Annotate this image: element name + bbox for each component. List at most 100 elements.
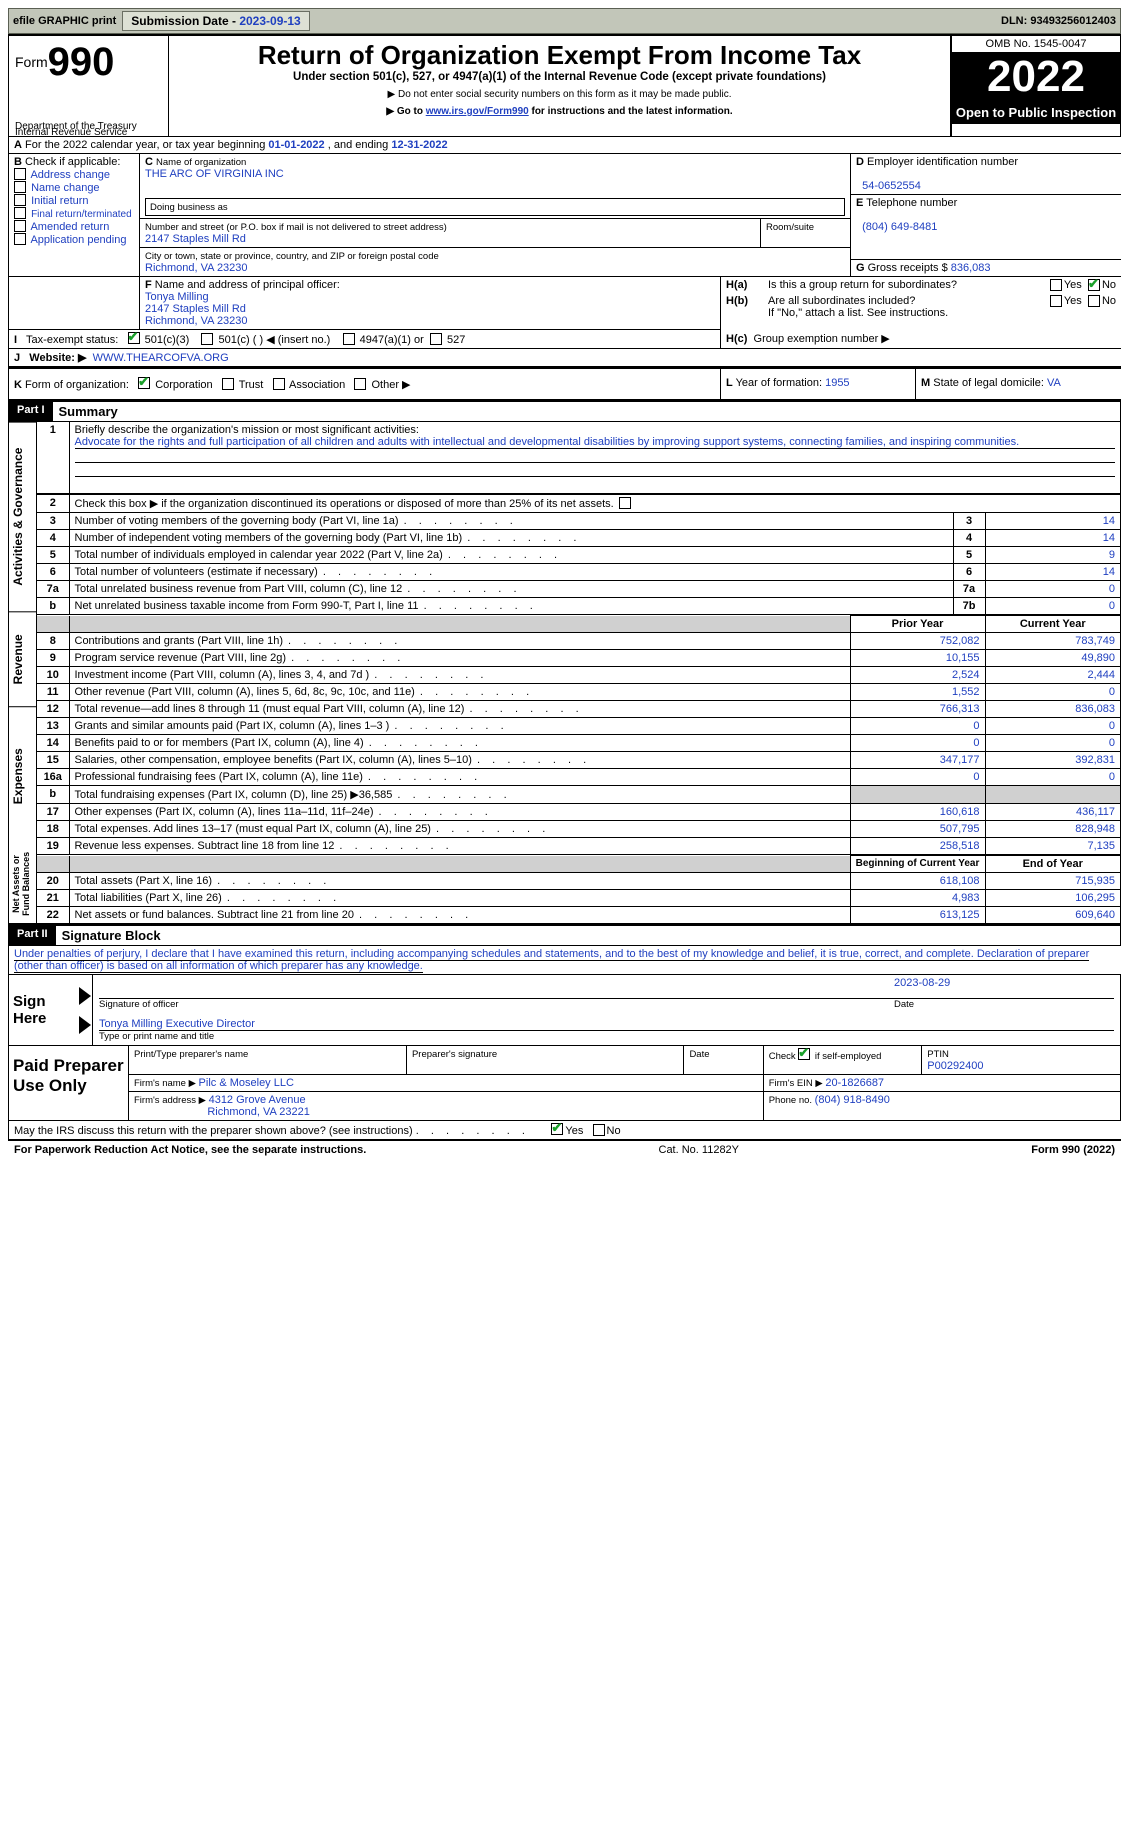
cell-prior: 2,524: [850, 667, 985, 684]
cell-prior: 1,552: [850, 684, 985, 701]
chk-hb-no[interactable]: [1088, 295, 1100, 307]
letter-f: F: [145, 279, 152, 291]
chk-discuss-no[interactable]: [593, 1124, 605, 1136]
line-num: b: [37, 786, 69, 804]
k-opt4: Other ▶: [371, 379, 410, 391]
box-g: G Gross receipts $ 836,083: [851, 260, 1121, 277]
line-text: Contributions and grants (Part VIII, lin…: [69, 633, 850, 650]
col-prior-year: Prior Year: [850, 616, 985, 633]
letter-b: B: [14, 156, 22, 168]
chk-amended[interactable]: [14, 220, 26, 232]
dln-value: 93493256012403: [1030, 15, 1116, 27]
sig-date-label: Date: [894, 999, 1114, 1010]
line-num: 8: [37, 633, 69, 650]
chk-initial-return[interactable]: [14, 194, 26, 206]
website-value: WWW.THEARCOFVA.ORG: [93, 352, 229, 364]
line-val: 0: [985, 581, 1120, 598]
chk-527[interactable]: [430, 333, 442, 345]
chk-self-employed[interactable]: [798, 1048, 810, 1060]
sig-date: 2023-08-29: [894, 977, 1114, 999]
vtab-expenses: Expenses: [9, 706, 36, 845]
chk-ha-no[interactable]: [1088, 279, 1100, 291]
cell-prior: 0: [850, 718, 985, 735]
firm-addr1: 4312 Grove Avenue: [209, 1094, 306, 1106]
pp-name-label: Print/Type preparer's name: [134, 1049, 248, 1060]
cell-prior: 0: [850, 735, 985, 752]
sig-officer-label: Signature of officer: [99, 999, 894, 1010]
line-num: 22: [37, 907, 69, 924]
cell-current: 0: [985, 718, 1120, 735]
vtab-revenue: Revenue: [9, 611, 36, 706]
ptin-label: PTIN: [927, 1049, 949, 1060]
efile-label: efile GRAPHIC print: [13, 15, 116, 27]
pp-sig-label: Preparer's signature: [412, 1049, 497, 1060]
c-addr-label: Number and street (or P.O. box if mail i…: [145, 222, 447, 233]
letter-ha: H(a): [726, 279, 768, 291]
line-a: A For the 2022 calendar year, or tax yea…: [8, 137, 1121, 154]
submission-date-box: Submission Date - 2023-09-13: [122, 11, 309, 31]
letter-l: L: [726, 377, 733, 389]
chk-name-change[interactable]: [14, 181, 26, 193]
chk-assoc[interactable]: [273, 378, 285, 390]
firm-phone-label: Phone no.: [769, 1095, 815, 1106]
box-b: B Check if applicable: Address change Na…: [8, 154, 140, 277]
chk-hb-yes[interactable]: [1050, 295, 1062, 307]
line-box: 7a: [953, 581, 985, 598]
box-f: F Name and address of principal officer:…: [140, 277, 721, 330]
box-d: D Employer identification number 54-0652…: [851, 154, 1121, 195]
dba-label: Doing business as: [150, 202, 228, 213]
line-box: 7b: [953, 598, 985, 615]
line-box: 3: [953, 513, 985, 530]
chk-other[interactable]: [354, 378, 366, 390]
page-footer: For Paperwork Reduction Act Notice, see …: [8, 1140, 1121, 1159]
box-j: J Website: ▶ WWW.THEARCOFVA.ORG: [8, 349, 1121, 367]
letter-d: D: [856, 156, 864, 168]
chk-final-return[interactable]: [14, 207, 26, 219]
form-title: Return of Organization Exempt From Incom…: [177, 40, 942, 71]
footer-right: Form 990 (2022): [1031, 1144, 1115, 1156]
sub-date-label: Submission Date -: [131, 14, 239, 28]
cell-current: 836,083: [985, 701, 1120, 718]
dln: DLN: 93493256012403: [1001, 15, 1116, 27]
chk-discuss-yes[interactable]: [551, 1123, 563, 1135]
chk-4947[interactable]: [343, 333, 355, 345]
room-label: Room/suite: [766, 222, 814, 233]
chk-501c3[interactable]: [128, 332, 140, 344]
box-c-room: Room/suite: [761, 219, 851, 248]
cell-current: 0: [985, 769, 1120, 786]
officer-addr1: 2147 Staples Mill Rd: [145, 303, 246, 315]
cell-prior: 613,125: [850, 907, 985, 924]
vtab-activities: Activities & Governance: [9, 422, 36, 611]
cell-current: 7,135: [985, 838, 1120, 855]
line-text: Net assets or fund balances. Subtract li…: [69, 907, 850, 924]
chk-address-change[interactable]: [14, 168, 26, 180]
box-e: E Telephone number (804) 649-8481: [851, 195, 1121, 260]
chk-trust[interactable]: [222, 378, 234, 390]
box-l: L Year of formation: 1955: [721, 369, 916, 400]
box-c-city: City or town, state or province, country…: [140, 248, 851, 277]
chk-corp[interactable]: [138, 377, 150, 389]
line-num: 11: [37, 684, 69, 701]
ptin-value: P00292400: [927, 1060, 983, 1072]
chk-ha-yes[interactable]: [1050, 279, 1062, 291]
line-num: 19: [37, 838, 69, 855]
b-opt-5: Application pending: [30, 234, 126, 246]
chk-app-pending[interactable]: [14, 233, 26, 245]
line-num: 21: [37, 890, 69, 907]
letter-a: A: [14, 139, 22, 151]
line-box: 4: [953, 530, 985, 547]
line-text: Net unrelated business taxable income fr…: [69, 598, 953, 615]
discuss-yes: Yes: [565, 1125, 583, 1137]
line-num: 16a: [37, 769, 69, 786]
form990-link[interactable]: www.irs.gov/Form990: [426, 106, 529, 117]
chk-q2[interactable]: [619, 497, 631, 509]
k-opt1: Corporation: [155, 379, 212, 391]
letter-k: K: [14, 379, 22, 391]
k-label: Form of organization:: [25, 379, 129, 391]
a-text: For the 2022 calendar year, or tax year …: [25, 139, 268, 151]
typed-label: Type or print name and title: [99, 1031, 1114, 1042]
line-text: Revenue less expenses. Subtract line 18 …: [69, 838, 850, 855]
hc-label: Group exemption number ▶: [754, 333, 890, 345]
box-hc: H(c) Group exemption number ▶: [721, 330, 1121, 349]
chk-501c[interactable]: [201, 333, 213, 345]
